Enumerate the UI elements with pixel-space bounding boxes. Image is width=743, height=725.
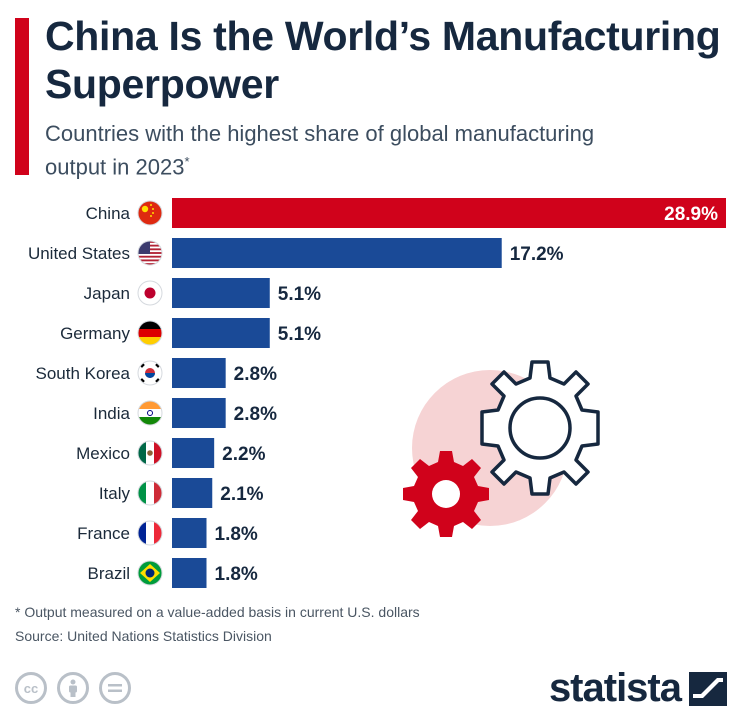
bar-row: China 28.9% <box>86 198 726 228</box>
category-label: Mexico <box>76 444 130 463</box>
value-label: 2.2% <box>222 444 265 465</box>
bar <box>172 398 226 428</box>
india-flag-icon <box>138 401 162 425</box>
statista-logo[interactable]: statista <box>549 666 727 711</box>
value-label: 1.8% <box>215 564 258 585</box>
license-icons: cc <box>15 672 131 704</box>
bar <box>172 318 270 348</box>
bar-row: South Korea 2.8% <box>35 358 277 388</box>
china-flag-icon <box>138 201 162 225</box>
accent-bar <box>15 18 29 175</box>
category-label: China <box>86 204 131 223</box>
category-label: South Korea <box>35 364 130 383</box>
category-label: Germany <box>60 324 130 343</box>
bar <box>172 558 207 588</box>
bar-row: Brazil 1.8% <box>87 558 258 588</box>
category-label: India <box>93 404 130 423</box>
value-label: 17.2% <box>510 244 564 265</box>
germany-flag-icon <box>138 321 162 345</box>
bar <box>172 238 502 268</box>
value-label: 2.8% <box>234 364 277 385</box>
bars-group: China 28.9%United States 17.2%Japan 5.1%Ger… <box>28 198 726 588</box>
footnote: * Output measured on a value-added basis… <box>15 604 420 620</box>
attribution-icon[interactable] <box>57 672 89 704</box>
bar <box>172 358 226 388</box>
cc-icon[interactable]: cc <box>15 672 47 704</box>
value-label: 5.1% <box>278 284 321 305</box>
page-title: China Is the World’s Manufacturing Super… <box>45 13 721 107</box>
gear-illustration <box>403 360 600 537</box>
bar <box>172 478 213 508</box>
logo-text: statista <box>548 666 682 710</box>
small-gear-icon <box>403 451 489 537</box>
bar-row: France 1.8% <box>77 518 258 548</box>
source-note: Source: United Nations Statistics Divisi… <box>15 628 272 644</box>
page-subtitle: Countries with the highest share of glob… <box>45 120 645 181</box>
category-label: Japan <box>84 284 130 303</box>
value-label: 28.9% <box>664 204 718 225</box>
category-label: Brazil <box>87 564 130 583</box>
value-label: 5.1% <box>278 324 321 345</box>
brazil-flag-icon <box>138 561 162 585</box>
bar-row: United States 17.2% <box>28 238 564 268</box>
bar-row: Japan 5.1% <box>84 278 321 308</box>
category-label: France <box>77 524 130 543</box>
value-label: 1.8% <box>215 524 258 545</box>
bar <box>172 278 270 308</box>
large-gear-icon <box>480 360 600 496</box>
bar-row: Mexico 2.2% <box>76 438 266 468</box>
bar-row: Germany 5.1% <box>60 318 321 348</box>
bar-chart: China 28.9%United States 17.2%Japan 5.1%Ger… <box>28 198 726 588</box>
no-derivatives-icon[interactable] <box>99 672 131 704</box>
japan-flag-icon <box>138 281 162 305</box>
mexico-flag-icon <box>138 441 162 465</box>
bar <box>172 198 726 228</box>
bar <box>172 518 207 548</box>
bar <box>172 438 215 468</box>
category-label: Italy <box>99 484 131 503</box>
italy-flag-icon <box>138 481 162 505</box>
category-label: United States <box>28 244 130 263</box>
subtitle-text: Countries with the highest share of glob… <box>45 121 595 180</box>
value-label: 2.8% <box>234 404 277 425</box>
statista-logo-icon <box>689 671 727 706</box>
bar-row: India 2.8% <box>93 398 277 428</box>
value-label: 2.1% <box>220 484 263 505</box>
bar-row: Italy 2.1% <box>99 478 264 508</box>
france-flag-icon <box>138 521 162 545</box>
subtitle-footnote-mark: * <box>184 154 190 169</box>
